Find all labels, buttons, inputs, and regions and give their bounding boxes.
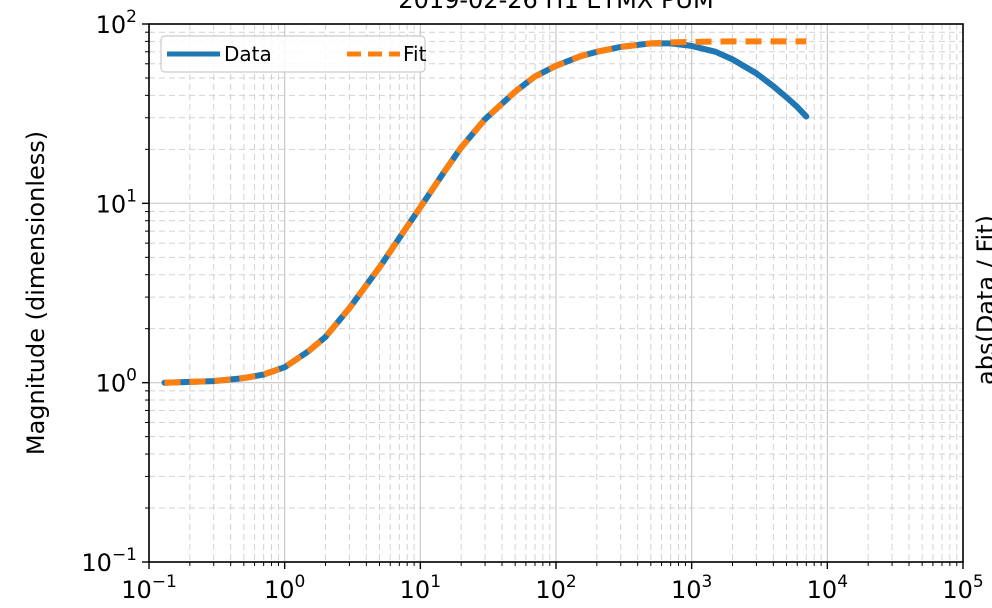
- y-axis-label-right: abs(Data / Fit): [972, 215, 992, 385]
- x-tick-label: 104: [807, 572, 848, 604]
- x-tick-label: 101: [400, 572, 441, 604]
- x-tick-label: 102: [535, 572, 576, 604]
- y-tick-label: 100: [96, 366, 137, 398]
- legend-label-data: Data: [224, 42, 272, 66]
- legend-label-fit: Fit: [403, 42, 427, 66]
- y-tick-label: 10−1: [81, 545, 137, 577]
- tick-labels: 10−1 100 101 102 103 104 105 10−1 100 101 102: [81, 7, 983, 604]
- y-tick-label: 101: [96, 186, 137, 218]
- legend: Data Fit: [160, 35, 427, 73]
- chart-title: 2019-02-26 H1 ETMX PUM: [398, 0, 713, 14]
- y-axis-label: Magnitude (dimensionless): [22, 131, 50, 455]
- x-tick-label: 10−1: [121, 572, 177, 604]
- series-layer: [161, 38, 810, 386]
- x-tick-label: 100: [264, 572, 305, 604]
- ticks-layer: [142, 23, 964, 569]
- series-fit-line: [164, 38, 807, 386]
- legend-box: [160, 35, 426, 73]
- x-tick-label: 103: [671, 572, 712, 604]
- y-tick-label: 102: [96, 7, 137, 39]
- x-tick-label: 105: [942, 572, 983, 604]
